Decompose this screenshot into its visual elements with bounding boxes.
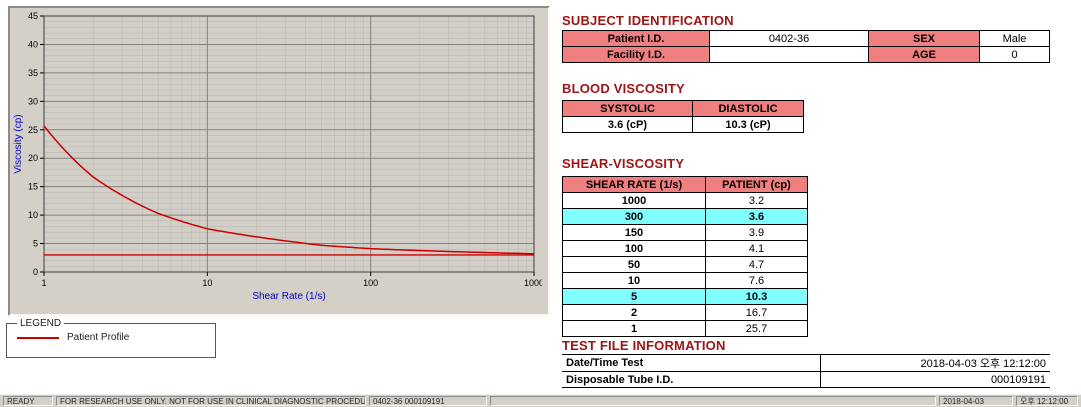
x-tick-label: 100 [363, 278, 378, 288]
x-tick-label: 10 [202, 278, 212, 288]
status-mode: READY [3, 396, 53, 406]
subject-row: Facility I.D. AGE 0 [562, 46, 1050, 63]
test-file-row: Disposable Tube I.D. 000109191 [562, 371, 1050, 388]
shear-rate-cell: 300 [562, 208, 706, 225]
test-file-body: Date/Time Test 2018-04-03 오후 12:12:00 Disp… [562, 354, 1050, 388]
shear-viscosity-row[interactable]: 1000 3.2 [562, 192, 808, 209]
y-tick-label: 5 [33, 239, 38, 249]
patient-viscosity-cell: 3.2 [705, 192, 808, 209]
shear-viscosity-row[interactable]: 2 16.7 [562, 304, 808, 321]
patient-viscosity-cell: 3.9 [705, 224, 808, 241]
shear-viscosity-row[interactable]: 300 3.6 [562, 208, 808, 225]
shear-viscosity-row[interactable]: 10 7.6 [562, 272, 808, 289]
legend-series-label: Patient Profile [67, 332, 130, 343]
shear-rate-cell: 100 [562, 240, 706, 257]
y-tick-label: 45 [28, 11, 38, 21]
patient-viscosity-cell: 16.7 [705, 304, 808, 321]
patient-viscosity-cell: 25.7 [705, 320, 808, 337]
test-file-value: 2018-04-03 오후 12:12:00 [820, 354, 1050, 372]
y-tick-label: 20 [28, 153, 38, 163]
patient-id-label: Patient I.D. [562, 30, 710, 47]
chart-legend: LEGEND Patient Profile [6, 318, 216, 358]
shear-rate-cell: 1000 [562, 192, 706, 209]
facility-id-label: Facility I.D. [562, 46, 710, 63]
report-panel: SUBJECT IDENTIFICATION Patient I.D. 0402… [560, 6, 1052, 398]
diastolic-header: DIASTOLIC [692, 100, 804, 117]
test-file-label: Date/Time Test [562, 354, 821, 372]
patient-profile-curve [43, 125, 535, 255]
subject-row: Patient I.D. 0402-36 SEX Male [562, 30, 1050, 47]
sex-value[interactable]: Male [979, 30, 1050, 47]
shear-rate-cell: 50 [562, 256, 706, 273]
shear-viscosity-plot: 0 5 10 15 20 25 30 35 40 45 1 10 100 1000 Shear Rate (… [13, 11, 544, 302]
diastolic-value: 10.3 (cP) [692, 116, 804, 133]
shear-viscosity-row[interactable]: 100 4.1 [562, 240, 808, 257]
age-label: AGE [868, 46, 980, 63]
blood-viscosity-value-row: 3.6 (cP) 10.3 (cP) [562, 116, 804, 133]
shear-viscosity-row[interactable]: 150 3.9 [562, 224, 808, 241]
y-tick-label: 15 [28, 182, 38, 192]
y-tick-label: 25 [28, 125, 38, 135]
y-tick-label: 40 [28, 39, 38, 49]
sex-label: SEX [868, 30, 980, 47]
patient-id-value[interactable]: 0402-36 [709, 30, 869, 47]
shear-rate-cell: 10 [562, 272, 706, 289]
patient-viscosity-cell: 4.1 [705, 240, 808, 257]
status-bar: READY FOR RESEARCH USE ONLY. NOT FOR USE… [0, 394, 1081, 407]
shear-viscosity-row[interactable]: 5 10.3 [562, 288, 808, 305]
patient-viscosity-cell: 3.6 [705, 208, 808, 225]
legend-title: LEGEND [20, 318, 62, 329]
shear-viscosity-heading: SHEAR-VISCOSITY [562, 156, 685, 171]
x-tick-label: 1000 [524, 278, 542, 288]
shear-rate-cell: 150 [562, 224, 706, 241]
shear-rate-cell: 1 [562, 320, 706, 337]
facility-id-value[interactable] [709, 46, 869, 63]
test-file-label: Disposable Tube I.D. [562, 371, 821, 388]
patient-cp-header: PATIENT (cp) [705, 176, 808, 193]
subject-identification-table: Patient I.D. 0402-36 SEX Male Facility I… [562, 30, 1050, 63]
age-value[interactable]: 0 [979, 46, 1050, 63]
shear-viscosity-body: 1000 3.2 300 3.6 150 3.9 100 4.1 50 4.7 10 7.6 5 10.3… [562, 192, 808, 337]
blood-viscosity-header-row: SYSTOLIC DIASTOLIC [562, 100, 804, 117]
x-axis-label: Shear Rate (1/s) [252, 291, 325, 302]
patient-profile-line-swatch [17, 336, 59, 339]
y-tick-label: 0 [33, 267, 38, 277]
test-file-value: 000109191 [820, 371, 1050, 388]
systolic-value: 3.6 (cP) [562, 116, 693, 133]
patient-viscosity-cell: 10.3 [705, 288, 808, 305]
shear-viscosity-row[interactable]: 50 4.7 [562, 256, 808, 273]
y-tick-label: 10 [28, 210, 38, 220]
status-message: FOR RESEARCH USE ONLY. NOT FOR USE IN CL… [56, 396, 366, 406]
viscosity-chart[interactable]: 0 5 10 15 20 25 30 35 40 45 1 10 100 1000 Shear Rate (… [8, 6, 550, 316]
status-time: 오후 12:12:00 [1016, 396, 1078, 406]
test-file-information-heading: TEST FILE INFORMATION [562, 338, 726, 353]
patient-viscosity-cell: 7.6 [705, 272, 808, 289]
plot-area [44, 16, 534, 272]
status-test-id: 0402-36 000109191 [369, 396, 487, 406]
shear-rate-cell: 2 [562, 304, 706, 321]
status-date: 2018-04-03 [939, 396, 1013, 406]
systolic-header: SYSTOLIC [562, 100, 693, 117]
test-file-table: Date/Time Test 2018-04-03 오후 12:12:00 Disp… [562, 354, 1050, 388]
y-axis-label: Viscosity (cp) [13, 114, 24, 173]
y-tick-label: 35 [28, 68, 38, 78]
subject-identification-heading: SUBJECT IDENTIFICATION [562, 13, 734, 28]
y-tick-label: 30 [28, 96, 38, 106]
shear-rate-cell: 5 [562, 288, 706, 305]
blood-viscosity-table: SYSTOLIC DIASTOLIC 3.6 (cP) 10.3 (cP) [562, 100, 804, 133]
shear-viscosity-table: SHEAR RATE (1/s) PATIENT (cp) 1000 3.2 300… [562, 176, 808, 337]
shear-rate-header: SHEAR RATE (1/s) [562, 176, 706, 193]
shear-viscosity-header-row: SHEAR RATE (1/s) PATIENT (cp) [562, 176, 808, 193]
shear-viscosity-row[interactable]: 1 25.7 [562, 320, 808, 337]
test-file-row: Date/Time Test 2018-04-03 오후 12:12:00 [562, 354, 1050, 372]
status-spacer [490, 396, 936, 406]
patient-viscosity-cell: 4.7 [705, 256, 808, 273]
blood-viscosity-heading: BLOOD VISCOSITY [562, 81, 685, 96]
x-tick-label: 1 [41, 278, 46, 288]
